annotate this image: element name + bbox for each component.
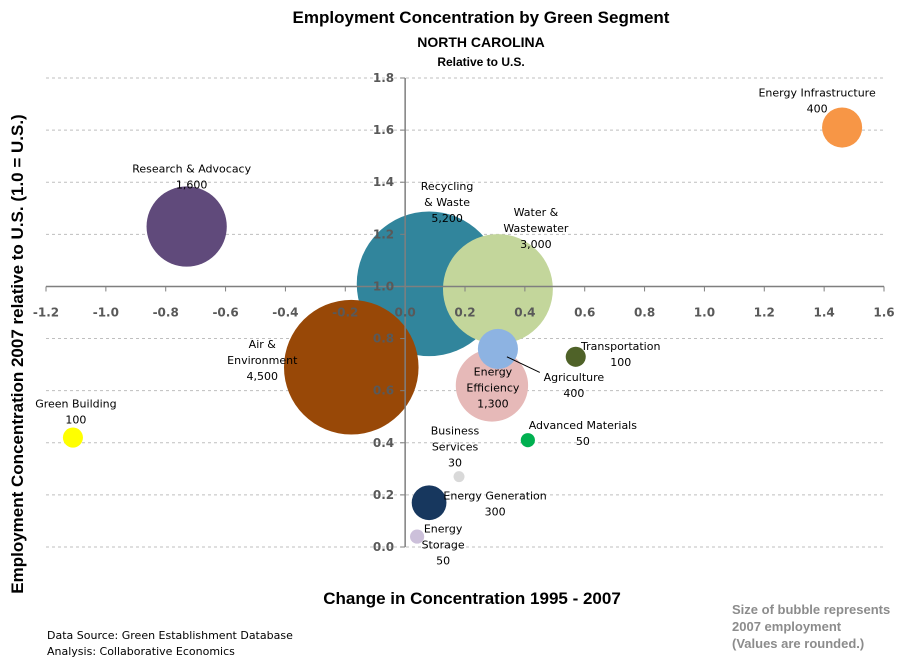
data-label: Business Services 30: [431, 425, 480, 470]
data-label: Energy Infrastructure 400: [758, 87, 876, 116]
y-tick-label: 0.2: [373, 488, 394, 502]
x-tick-label: 0.6: [574, 305, 595, 319]
bubble-advanced-materials: [520, 433, 535, 448]
x-axis-title: Change in Concentration 1995 - 2007: [323, 589, 621, 608]
size-note-line-2: 2007 employment: [732, 619, 842, 634]
x-tick-label: -1.2: [33, 305, 59, 319]
chart-subtitle-2: Relative to U.S.: [437, 55, 524, 69]
bubble-water-wastewater: [442, 234, 553, 344]
y-axis-title: Employment Concentration 2007 relative t…: [8, 114, 27, 593]
x-tick-label: 0.4: [514, 305, 535, 319]
data-source-line: Data Source: Green Establishment Databas…: [47, 629, 293, 642]
chart-subtitle: NORTH CAROLINA: [417, 34, 545, 50]
bubble-business-services: [453, 471, 465, 483]
bubble-air-environment: [283, 299, 419, 435]
size-note-line-1: Size of bubble represents: [732, 602, 891, 617]
gridlines: [46, 77, 884, 548]
data-label: Transportation 100: [580, 340, 660, 369]
x-tick-label: -0.2: [332, 305, 358, 319]
bubble-green-building: [62, 427, 83, 448]
x-tick-label: -0.6: [212, 305, 238, 319]
data-label: Energy Generation 300: [443, 490, 546, 519]
bubbles-layer: [62, 107, 863, 544]
data-label: Research & Advocacy 1,600: [132, 163, 251, 192]
x-tick-label: -1.0: [93, 305, 119, 319]
x-tick-label: 0.0: [395, 305, 416, 319]
data-label: Water & Wastewater 3,000: [503, 206, 569, 251]
data-label: Agriculture 400: [544, 371, 605, 400]
x-tick-label: 1.4: [814, 305, 835, 319]
bubble-energy-generation: [411, 485, 447, 521]
agriculture-leader-line: [506, 356, 541, 373]
axes: -1.2 -1.0 -0.8 -0.6 -0.4 -0.2 0.0 0.2 0.4 0.6 0.8 1…: [33, 71, 895, 554]
x-tick-label: 1.6: [873, 305, 894, 319]
y-tick-label: 0.4: [373, 436, 394, 450]
x-tick-label: 0.8: [634, 305, 655, 319]
x-tick-label: 1.0: [694, 305, 715, 319]
y-tick-label: 1.4: [373, 175, 394, 189]
bubble-labels: Energy Infrastructure 400 Research & Advoc…: [35, 87, 876, 568]
data-label: Energy Efficiency 1,300: [466, 365, 519, 410]
analysis-line: Analysis: Collaborative Economics: [47, 645, 235, 658]
data-label: Energy Storage 50: [422, 523, 465, 568]
bubble-research-advocacy: [146, 186, 227, 267]
size-note-line-3: (Values are rounded.): [732, 636, 865, 651]
bubble-energy-efficiency: [455, 349, 529, 422]
bubble-transportation: [565, 346, 586, 367]
x-tick-label: 1.2: [754, 305, 775, 319]
x-tick-label: -0.4: [272, 305, 298, 319]
bubble-energy-storage: [410, 529, 425, 544]
data-label: Advanced Materials 50: [529, 419, 638, 448]
chart-title: Employment Concentration by Green Segmen…: [293, 8, 670, 27]
x-tick-label: 0.2: [454, 305, 475, 319]
x-tick-label: -0.8: [153, 305, 179, 319]
y-tick-label: 1.8: [373, 71, 394, 85]
y-tick-label: 1.2: [373, 227, 394, 241]
data-label: Green Building 100: [35, 398, 116, 427]
data-label: Air & Environment 4,500: [227, 338, 298, 383]
bubble-size-note: Size of bubble represents 2007 employmen…: [732, 601, 890, 652]
bubble-agriculture: [477, 328, 518, 370]
y-tick-label: 0.0: [373, 540, 394, 554]
data-label: Recycling & Waste 5,200: [421, 180, 474, 225]
y-tick-label: 0.6: [373, 384, 394, 398]
data-source-note: Data Source: Green Establishment Databas…: [47, 628, 293, 660]
y-tick-label: 0.8: [373, 332, 394, 346]
y-tick-label: 1.6: [373, 123, 394, 137]
bubble-energy-infrastructure: [822, 107, 863, 148]
y-tick-label: 1.0: [373, 279, 394, 293]
